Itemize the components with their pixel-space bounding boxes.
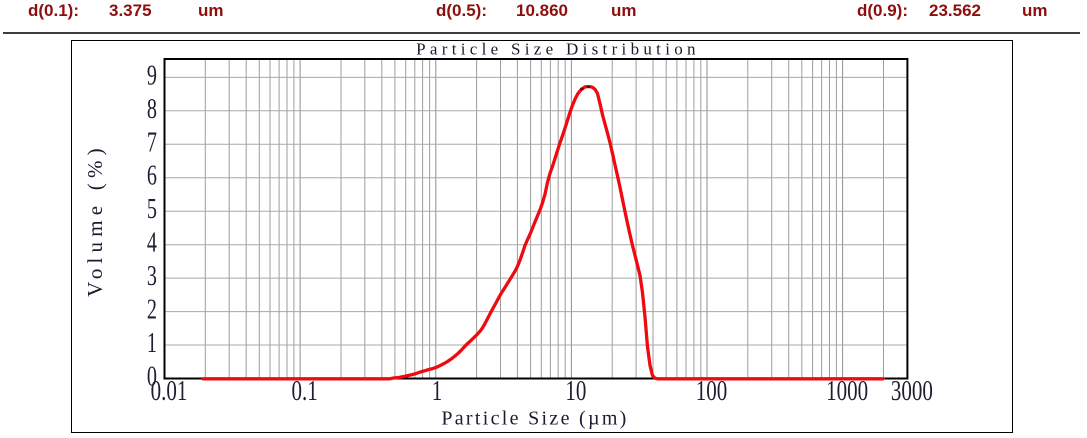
svg-text:3000: 3000 [891,376,933,407]
svg-text:0: 0 [147,361,157,392]
svg-text:10: 10 [565,376,586,407]
svg-text:0.01: 0.01 [151,376,188,407]
svg-text:100: 100 [696,376,727,407]
svg-text:0.1: 0.1 [291,376,317,407]
svg-text:6: 6 [147,161,157,192]
svg-text:Particle Size Distribution: Particle Size Distribution [416,40,700,59]
svg-text:7: 7 [147,127,157,158]
svg-text:1: 1 [147,328,157,359]
svg-text:Volume (%): Volume (%) [83,143,107,297]
svg-text:Particle Size (µm): Particle Size (µm) [441,408,628,430]
svg-text:1: 1 [432,376,443,407]
svg-text:3: 3 [147,261,157,292]
svg-text:4: 4 [147,228,157,259]
svg-text:1000: 1000 [826,376,868,407]
svg-text:5: 5 [147,194,157,225]
svg-text:2: 2 [147,294,157,325]
svg-text:9: 9 [147,60,157,91]
svg-text:8: 8 [147,94,157,125]
